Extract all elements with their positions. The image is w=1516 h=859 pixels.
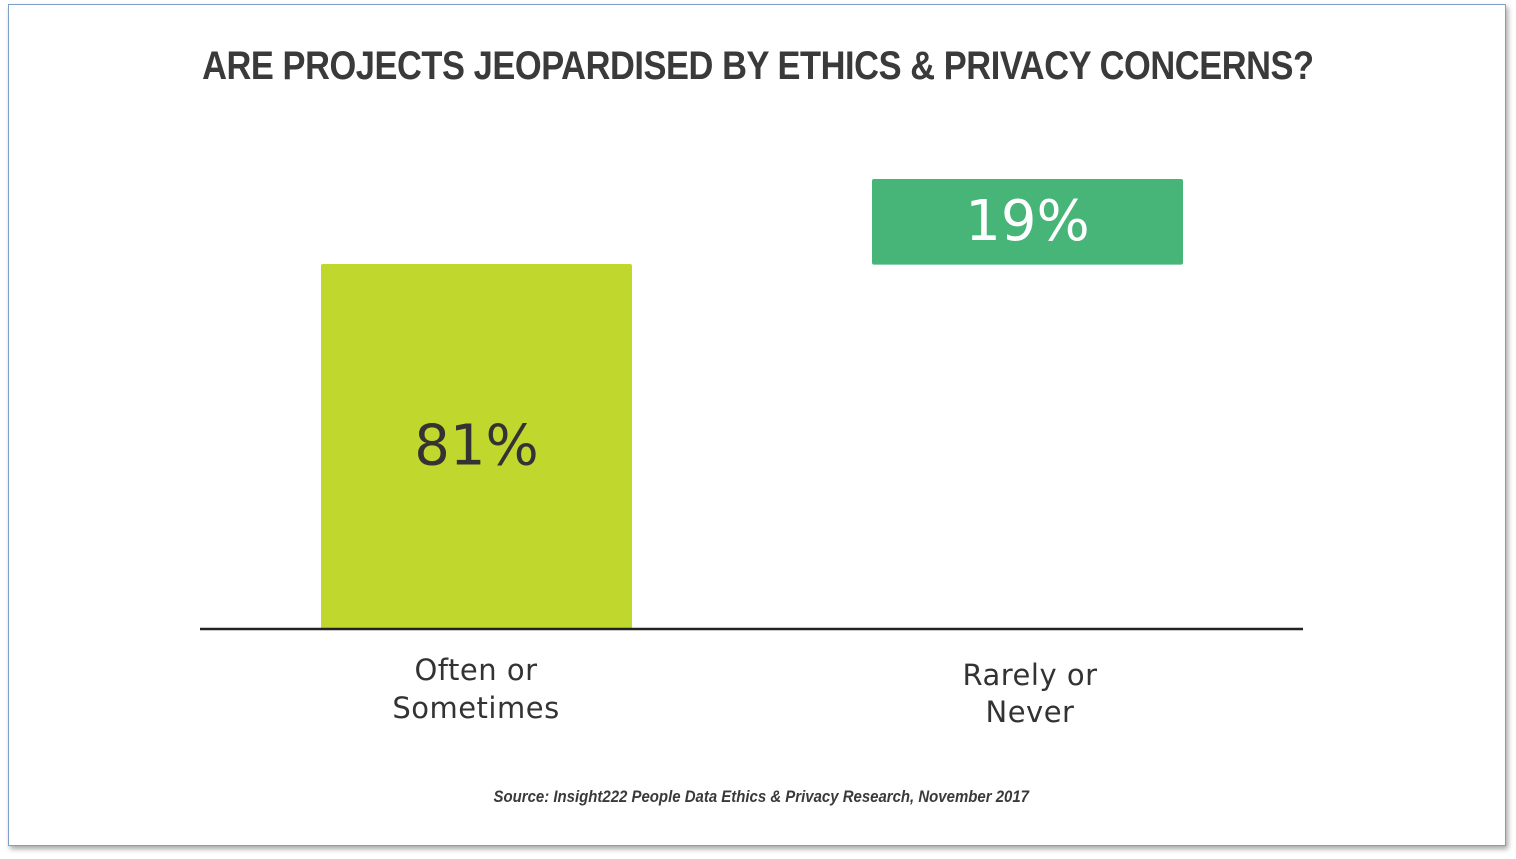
data-label-often-or-sometimes: 81% (414, 414, 538, 479)
data-label-rarely-or-never: 19% (965, 189, 1089, 254)
category-label-rarely-or-never-line-2: Never (986, 695, 1075, 729)
category-label-often-or-sometimes-line-2: Sometimes (392, 691, 559, 725)
category-label-often-or-sometimes-line-1: Often or (414, 653, 537, 687)
chart-title: ARE PROJECTS JEOPARDISED BY ETHICS & PRI… (202, 44, 1314, 88)
category-label-rarely-or-never-line-1: Rarely or (962, 658, 1097, 692)
bar-rarely-or-never (872, 179, 1183, 265)
bar-often-or-sometimes (321, 264, 632, 629)
chart-frame (8, 4, 1506, 846)
source-note: Source: Insight222 People Data Ethics & … (493, 787, 1029, 806)
